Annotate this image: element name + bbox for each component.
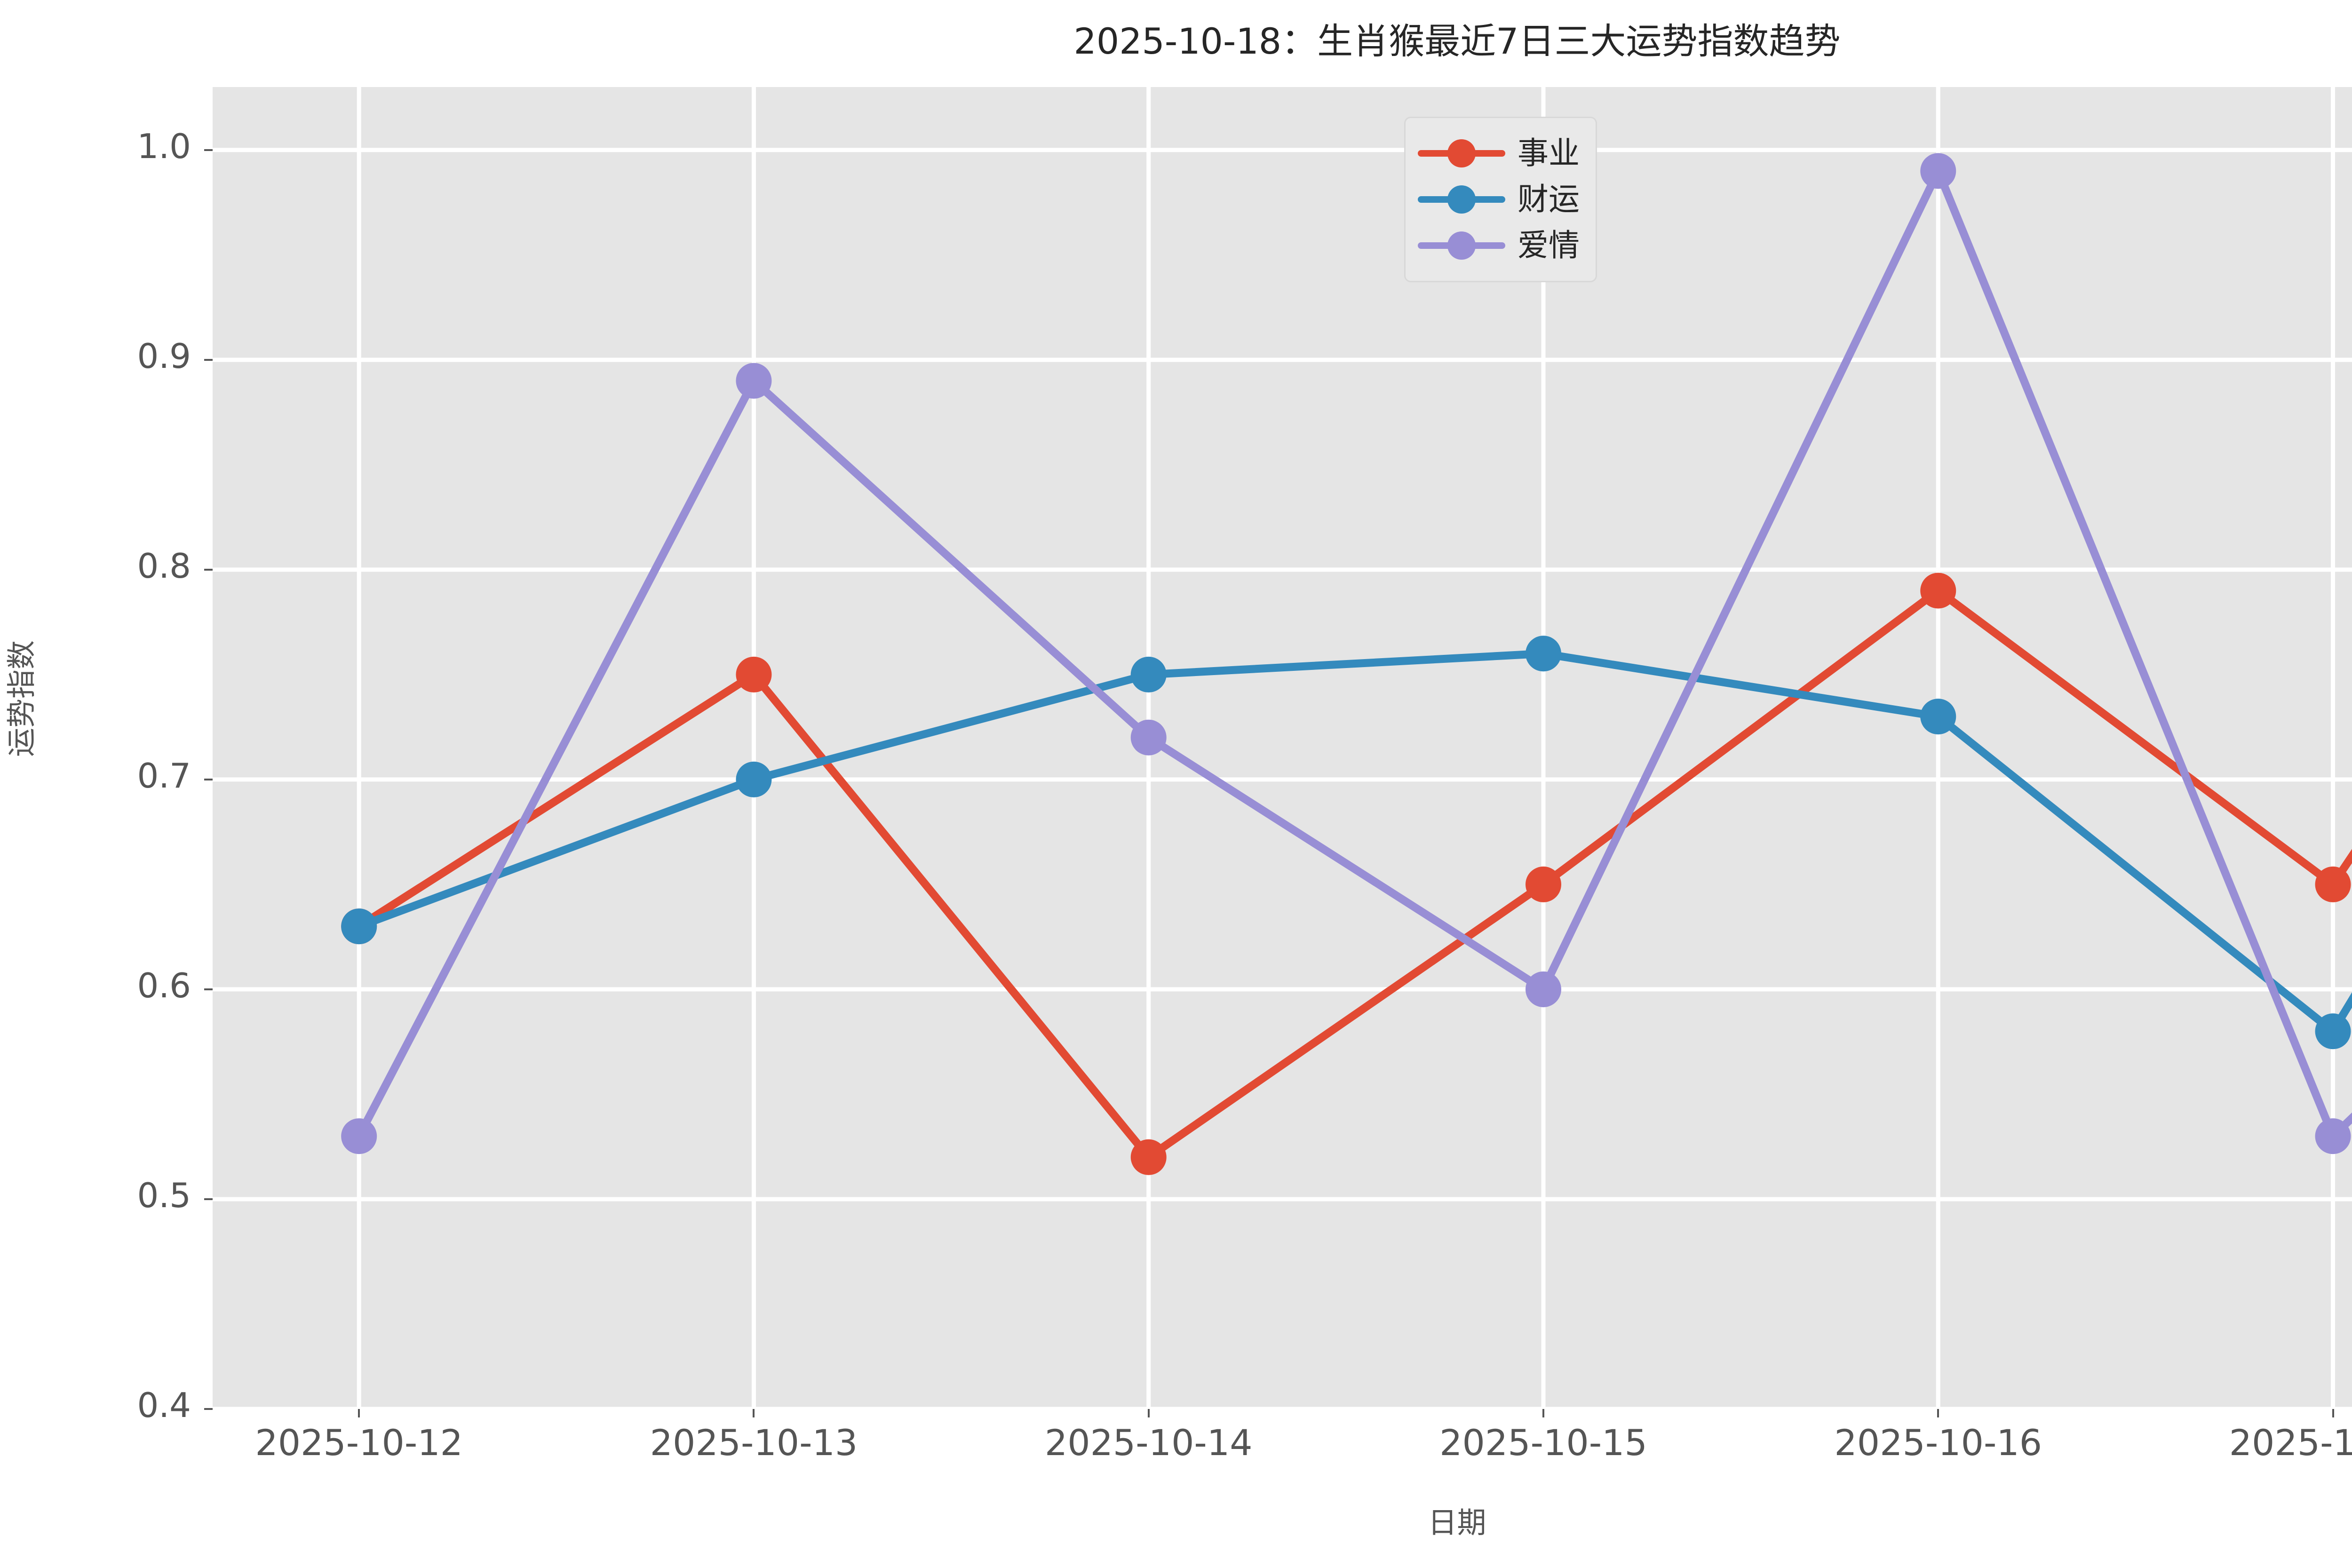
data-point-marker	[1526, 971, 1561, 1007]
x-tick-mark	[1542, 1409, 1544, 1417]
data-point-marker	[1920, 699, 1956, 735]
data-point-marker	[1526, 866, 1561, 902]
series-line-财运	[355, 649, 2352, 1035]
legend-item-财运[interactable]: 财运	[1418, 176, 1580, 223]
legend-swatch-icon	[1418, 176, 1505, 223]
y-axis-label: 运势指数	[4, 640, 39, 757]
data-point-marker	[1920, 153, 1956, 189]
y-tick-mark	[204, 358, 213, 361]
data-point-marker	[1130, 1139, 1167, 1175]
x-tick-mark	[753, 1409, 755, 1417]
legend-marker-dot-icon	[1447, 231, 1476, 260]
data-point-marker	[736, 656, 772, 692]
legend-item-事业[interactable]: 事业	[1418, 130, 1580, 176]
data-point-marker	[2315, 866, 2351, 902]
y-tick-label: 0.4	[137, 1385, 191, 1425]
data-point-marker	[736, 363, 772, 399]
y-tick-mark	[204, 1408, 213, 1410]
legend-item-爱情[interactable]: 爱情	[1418, 223, 1580, 269]
x-tick-label: 2025-10-13	[650, 1422, 858, 1464]
plot-svg	[213, 87, 2352, 1409]
y-tick-label: 0.9	[137, 336, 191, 376]
y-tick-mark	[204, 988, 213, 990]
series-lines	[355, 167, 2352, 1162]
data-point-marker	[341, 1118, 377, 1154]
data-point-marker	[2315, 1118, 2351, 1154]
x-tick-mark	[2332, 1409, 2334, 1417]
data-point-marker	[1920, 573, 1956, 609]
data-point-marker	[1130, 656, 1167, 692]
data-point-marker	[2315, 1013, 2351, 1050]
chart-title: 2025-10-18：生肖猴最近7日三大运势指数趋势	[1073, 20, 1841, 62]
y-tick-label: 1.0	[137, 126, 191, 166]
series-line-事业	[355, 586, 2352, 1162]
y-tick-label: 0.8	[137, 546, 191, 586]
x-tick-label: 2025-10-14	[1044, 1422, 1253, 1464]
chart-legend[interactable]: 事业 财运 爱情	[1404, 117, 1597, 282]
x-tick-label: 2025-10-15	[1439, 1422, 1647, 1464]
y-tick-label: 0.6	[137, 965, 191, 1005]
legend-swatch-icon	[1418, 223, 1505, 269]
y-tick-mark	[204, 778, 213, 780]
legend-swatch-icon	[1418, 130, 1505, 176]
x-tick-mark	[358, 1409, 360, 1417]
x-tick-mark	[1937, 1409, 1939, 1417]
data-point-marker	[1526, 636, 1561, 672]
legend-label: 事业	[1518, 135, 1580, 171]
grid-lines	[213, 87, 2352, 1409]
y-tick-mark	[204, 1198, 213, 1200]
y-tick-mark	[204, 568, 213, 571]
y-tick-label: 0.7	[137, 756, 191, 796]
data-point-marker	[341, 908, 377, 945]
data-point-marker	[736, 761, 772, 797]
legend-label: 财运	[1518, 181, 1580, 217]
plot-area	[213, 87, 2352, 1409]
x-tick-mark	[1147, 1409, 1150, 1417]
series-markers	[341, 153, 2351, 1175]
legend-marker-dot-icon	[1447, 139, 1476, 167]
legend-marker-dot-icon	[1447, 185, 1476, 214]
x-tick-label: 2025-10-16	[1834, 1422, 2042, 1464]
legend-label: 爱情	[1518, 227, 1580, 263]
x-tick-label: 2025-10-12	[255, 1422, 463, 1464]
x-tick-label: 2025-10-17	[2229, 1422, 2352, 1464]
data-point-marker	[1130, 719, 1167, 756]
y-tick-mark	[204, 149, 213, 151]
y-tick-label: 0.5	[137, 1175, 191, 1215]
x-axis-label: 日期	[1428, 1505, 1486, 1540]
